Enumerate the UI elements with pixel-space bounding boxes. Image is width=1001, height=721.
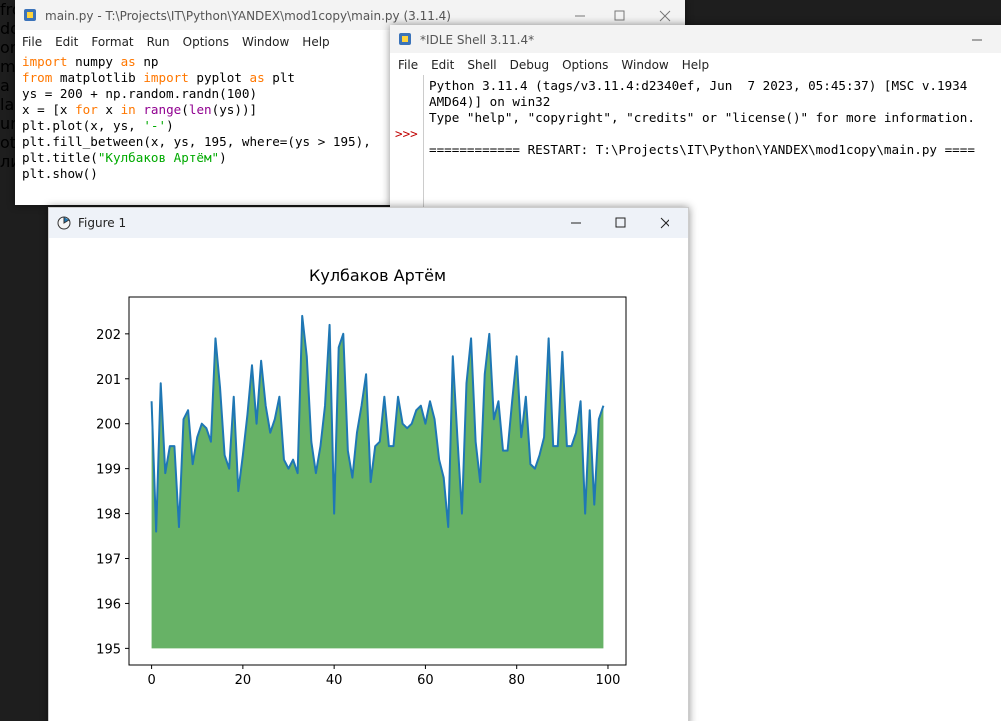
- desktop-fragment: ur: [0, 114, 17, 133]
- code-token: numpy: [67, 54, 121, 69]
- shell-line: Type "help", "copyright", "credits" or "…: [429, 110, 975, 125]
- shell-line: ============ RESTART: T:\Projects\IT\Pyt…: [429, 142, 975, 157]
- code-token: for: [75, 102, 98, 117]
- window-controls[interactable]: [575, 10, 675, 22]
- code-token: x = [x: [22, 102, 76, 117]
- menu-item[interactable]: Run: [146, 35, 170, 49]
- code-token: as: [120, 54, 136, 69]
- code-token: in: [120, 102, 136, 117]
- menu-item[interactable]: Help: [302, 35, 330, 49]
- shell-prompt: >>>: [395, 126, 418, 141]
- code-token: np: [135, 54, 159, 69]
- shell-line: AMD64)] on win32: [429, 94, 551, 109]
- y-tick-label: 199: [96, 463, 121, 478]
- menu-item[interactable]: Edit: [431, 58, 455, 72]
- editor-code[interactable]: import numpy as np from matplotlib import…: [22, 54, 371, 182]
- code-token: (ys))]: [211, 102, 258, 117]
- code-line: plt.title("Кулбаков Артём"): [22, 150, 371, 166]
- code-line: plt.fill_between(x, ys, 195, where=(ys >…: [22, 134, 371, 150]
- desktop-fragment: m: [0, 57, 16, 76]
- desktop-fragment: a: [0, 76, 10, 95]
- menu-item[interactable]: Help: [681, 58, 710, 72]
- shell-menubar: File Edit Shell Debug Options Window Help: [390, 53, 1001, 80]
- menu-item[interactable]: Debug: [509, 58, 550, 72]
- x-tick-label: 60: [417, 673, 434, 688]
- x-tick-label: 40: [326, 673, 343, 688]
- axes-frame: [128, 296, 627, 666]
- shell-title: *IDLE Shell 3.11.4*: [420, 33, 535, 47]
- desktop-fragment: or: [0, 38, 17, 57]
- y-tick-label: 197: [96, 553, 121, 568]
- shell-icon: [399, 33, 411, 45]
- shell-line: Python 3.11.4 (tags/v3.11.4:d2340ef, Jun…: [429, 78, 968, 93]
- fill-area: [151, 315, 604, 649]
- figure-icon: [57, 216, 71, 230]
- code-line: plt.plot(x, ys, '-'): [22, 118, 371, 134]
- x-tick-label: 0: [147, 673, 155, 688]
- window-controls[interactable]: [970, 38, 984, 42]
- code-line: import numpy as np: [22, 54, 371, 70]
- window-controls[interactable]: [569, 217, 669, 229]
- chart: Кулбаков Артём 0 20 40 60 80 100 195 196 197 198 19…: [96, 266, 627, 688]
- x-tick-label: 20: [235, 673, 252, 688]
- code-token: x: [97, 102, 121, 117]
- menu-item[interactable]: Format: [91, 35, 134, 49]
- editor-icon: [24, 9, 36, 21]
- code-line: ys = 200 + np.random.randn(100): [22, 86, 371, 102]
- code-token: import: [22, 54, 68, 69]
- menu-item[interactable]: Edit: [55, 35, 79, 49]
- code-token: pyplot: [188, 70, 250, 85]
- x-tick-label: 80: [508, 673, 525, 688]
- menu-item[interactable]: Options: [182, 35, 229, 49]
- menu-item[interactable]: Options: [562, 58, 609, 72]
- code-token: plt.title(: [22, 150, 98, 165]
- shell-output[interactable]: Python 3.11.4 (tags/v3.11.4:d2340ef, Jun…: [429, 78, 975, 158]
- code-line: from matplotlib import pyplot as plt: [22, 70, 371, 86]
- code-token: matplotlib: [52, 70, 144, 85]
- code-token: range: [143, 102, 182, 117]
- y-tick-label: 196: [96, 597, 121, 612]
- figure-titlebar: Figure 1: [49, 208, 688, 238]
- code-line: plt.show(): [22, 166, 371, 182]
- code-token: "Кулбаков Артём": [97, 150, 220, 165]
- desktop-fragment: do: [0, 19, 20, 38]
- code-token: (: [181, 102, 189, 117]
- code-token: from: [22, 70, 53, 85]
- code-token: plt.show(): [22, 166, 98, 181]
- desktop-fragment: ot: [0, 133, 17, 152]
- menu-item[interactable]: Window: [621, 58, 669, 72]
- figure-window[interactable]: Figure 1 Кулбаков Артём 0 20 40 60 80 100 195 19…: [48, 207, 689, 721]
- y-tick-label: 198: [96, 508, 121, 523]
- code-token: ): [166, 118, 174, 133]
- code-token: as: [249, 70, 265, 85]
- code-token: import: [143, 70, 189, 85]
- code-line: x = [x for x in range(len(ys))]: [22, 102, 371, 118]
- code-token: ): [219, 150, 227, 165]
- shell-titlebar: *IDLE Shell 3.11.4*: [390, 25, 1001, 53]
- code-token: '-': [143, 118, 167, 133]
- code-token: plt: [264, 70, 296, 85]
- code-token: plt.fill_between(x, ys, 195, where=(ys >…: [22, 134, 371, 149]
- editor-title: main.py - T:\Projects\IT\Python\YANDEX\m…: [45, 9, 451, 23]
- data-line: [150, 314, 605, 533]
- code-token: plt.plot(x, ys,: [22, 118, 144, 133]
- y-tick-label: 202: [96, 328, 121, 343]
- y-tick-label: 195: [96, 642, 121, 657]
- menu-item[interactable]: File: [22, 35, 43, 49]
- chart-title: Кулбаков Артём: [309, 266, 446, 285]
- y-tick-label: 201: [96, 373, 121, 388]
- code-token: ys = 200 + np.random.randn(100): [22, 86, 258, 101]
- x-tick-label: 100: [596, 673, 621, 688]
- figure-title: Figure 1: [78, 216, 127, 230]
- menu-item[interactable]: File: [398, 58, 419, 72]
- menu-item[interactable]: Shell: [467, 58, 497, 72]
- menu-item[interactable]: Window: [241, 35, 290, 49]
- code-token: len: [188, 102, 212, 117]
- desktop-fragment: la: [0, 95, 15, 114]
- y-tick-label: 200: [96, 418, 121, 433]
